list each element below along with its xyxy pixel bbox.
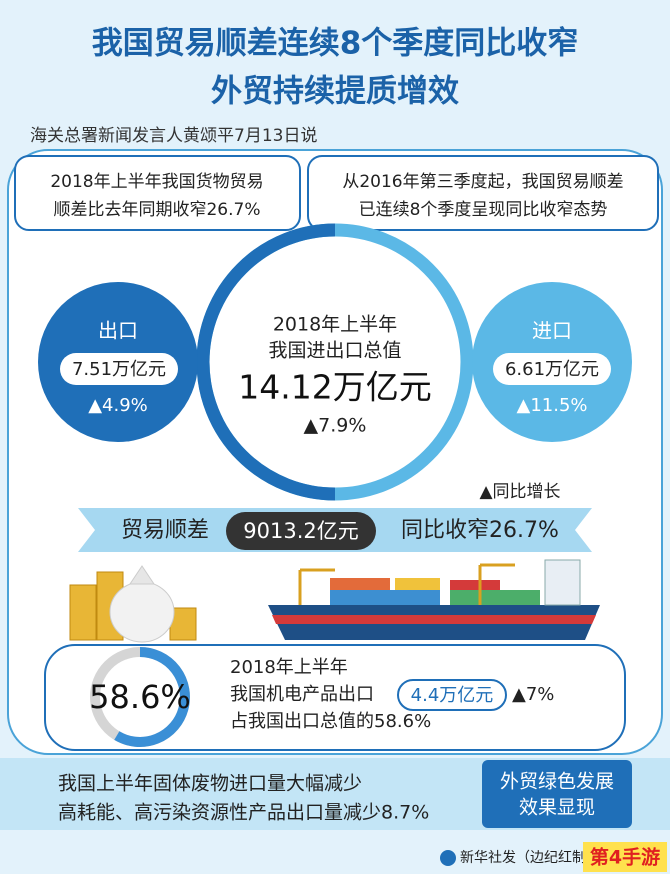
pill	[226, 512, 376, 550]
machinery-growth: ▲7%	[512, 684, 554, 705]
note-text: 顺差比去年同期收窄26.7%	[53, 200, 260, 220]
surplus-change: 同比收窄26.7%	[401, 518, 559, 543]
watermark: 第4手游	[590, 846, 660, 869]
ship-illustration	[268, 559, 600, 640]
share-percent: 58.6%	[89, 678, 191, 716]
machinery-text: 2018年上半年	[230, 657, 348, 678]
import-label: 进口	[532, 319, 572, 343]
surplus-value: 9013.2亿元	[243, 519, 358, 543]
title-line: 我国贸易顺差连续8个季度同比收窄	[92, 26, 579, 62]
share-ring-arc	[114, 647, 190, 747]
note-text: 已连续8个季度呈现同比收窄态势	[359, 200, 608, 220]
badge	[482, 760, 632, 828]
note-box	[307, 155, 659, 231]
total-ring-arc	[196, 223, 336, 501]
logo	[440, 850, 456, 866]
note-text: 2018年上半年我国货物贸易	[50, 172, 263, 192]
money-illustration	[69, 565, 197, 643]
total-value: 14.12万亿元	[238, 368, 431, 407]
footer-text: 我国上半年固体废物进口量大幅减少	[58, 773, 362, 795]
badge-text: 外贸绿色发展	[500, 771, 614, 793]
pill	[493, 353, 611, 385]
export-label: 出口	[98, 319, 138, 343]
import-growth: ▲11.5%	[516, 395, 587, 416]
pill	[60, 353, 178, 385]
export-value: 7.51万亿元	[72, 359, 166, 380]
watermark-bg	[583, 842, 667, 872]
note-text: 从2016年第三季度起，我国贸易顺差	[342, 172, 623, 192]
pill	[397, 679, 507, 711]
surplus-label: 贸易顺差	[121, 518, 209, 543]
credit: 新华社发（边纪红制图）	[460, 850, 614, 866]
source: 海关总署新闻发言人黄颂平7月13日说	[30, 126, 317, 146]
badge-text: 效果显现	[519, 797, 595, 819]
legend: ▲同比增长	[479, 482, 560, 502]
total-growth: ▲7.9%	[304, 415, 367, 437]
machinery-text: 占我国出口总值的58.6%	[230, 711, 431, 732]
total-text: 2018年上半年	[273, 314, 397, 336]
note-box	[14, 155, 301, 231]
footer-text: 高耗能、高污染资源性产品出口量减少8.7%	[58, 802, 429, 824]
title-line: 外贸持续提质增效	[211, 74, 459, 110]
machinery-value: 4.4万亿元	[411, 685, 494, 706]
machinery-text: 我国机电产品出口	[230, 684, 374, 705]
import-value: 6.61万亿元	[505, 359, 599, 380]
export-growth: ▲4.9%	[88, 395, 148, 416]
machinery-box	[44, 644, 626, 751]
total-text: 我国进出口总值	[268, 340, 401, 362]
